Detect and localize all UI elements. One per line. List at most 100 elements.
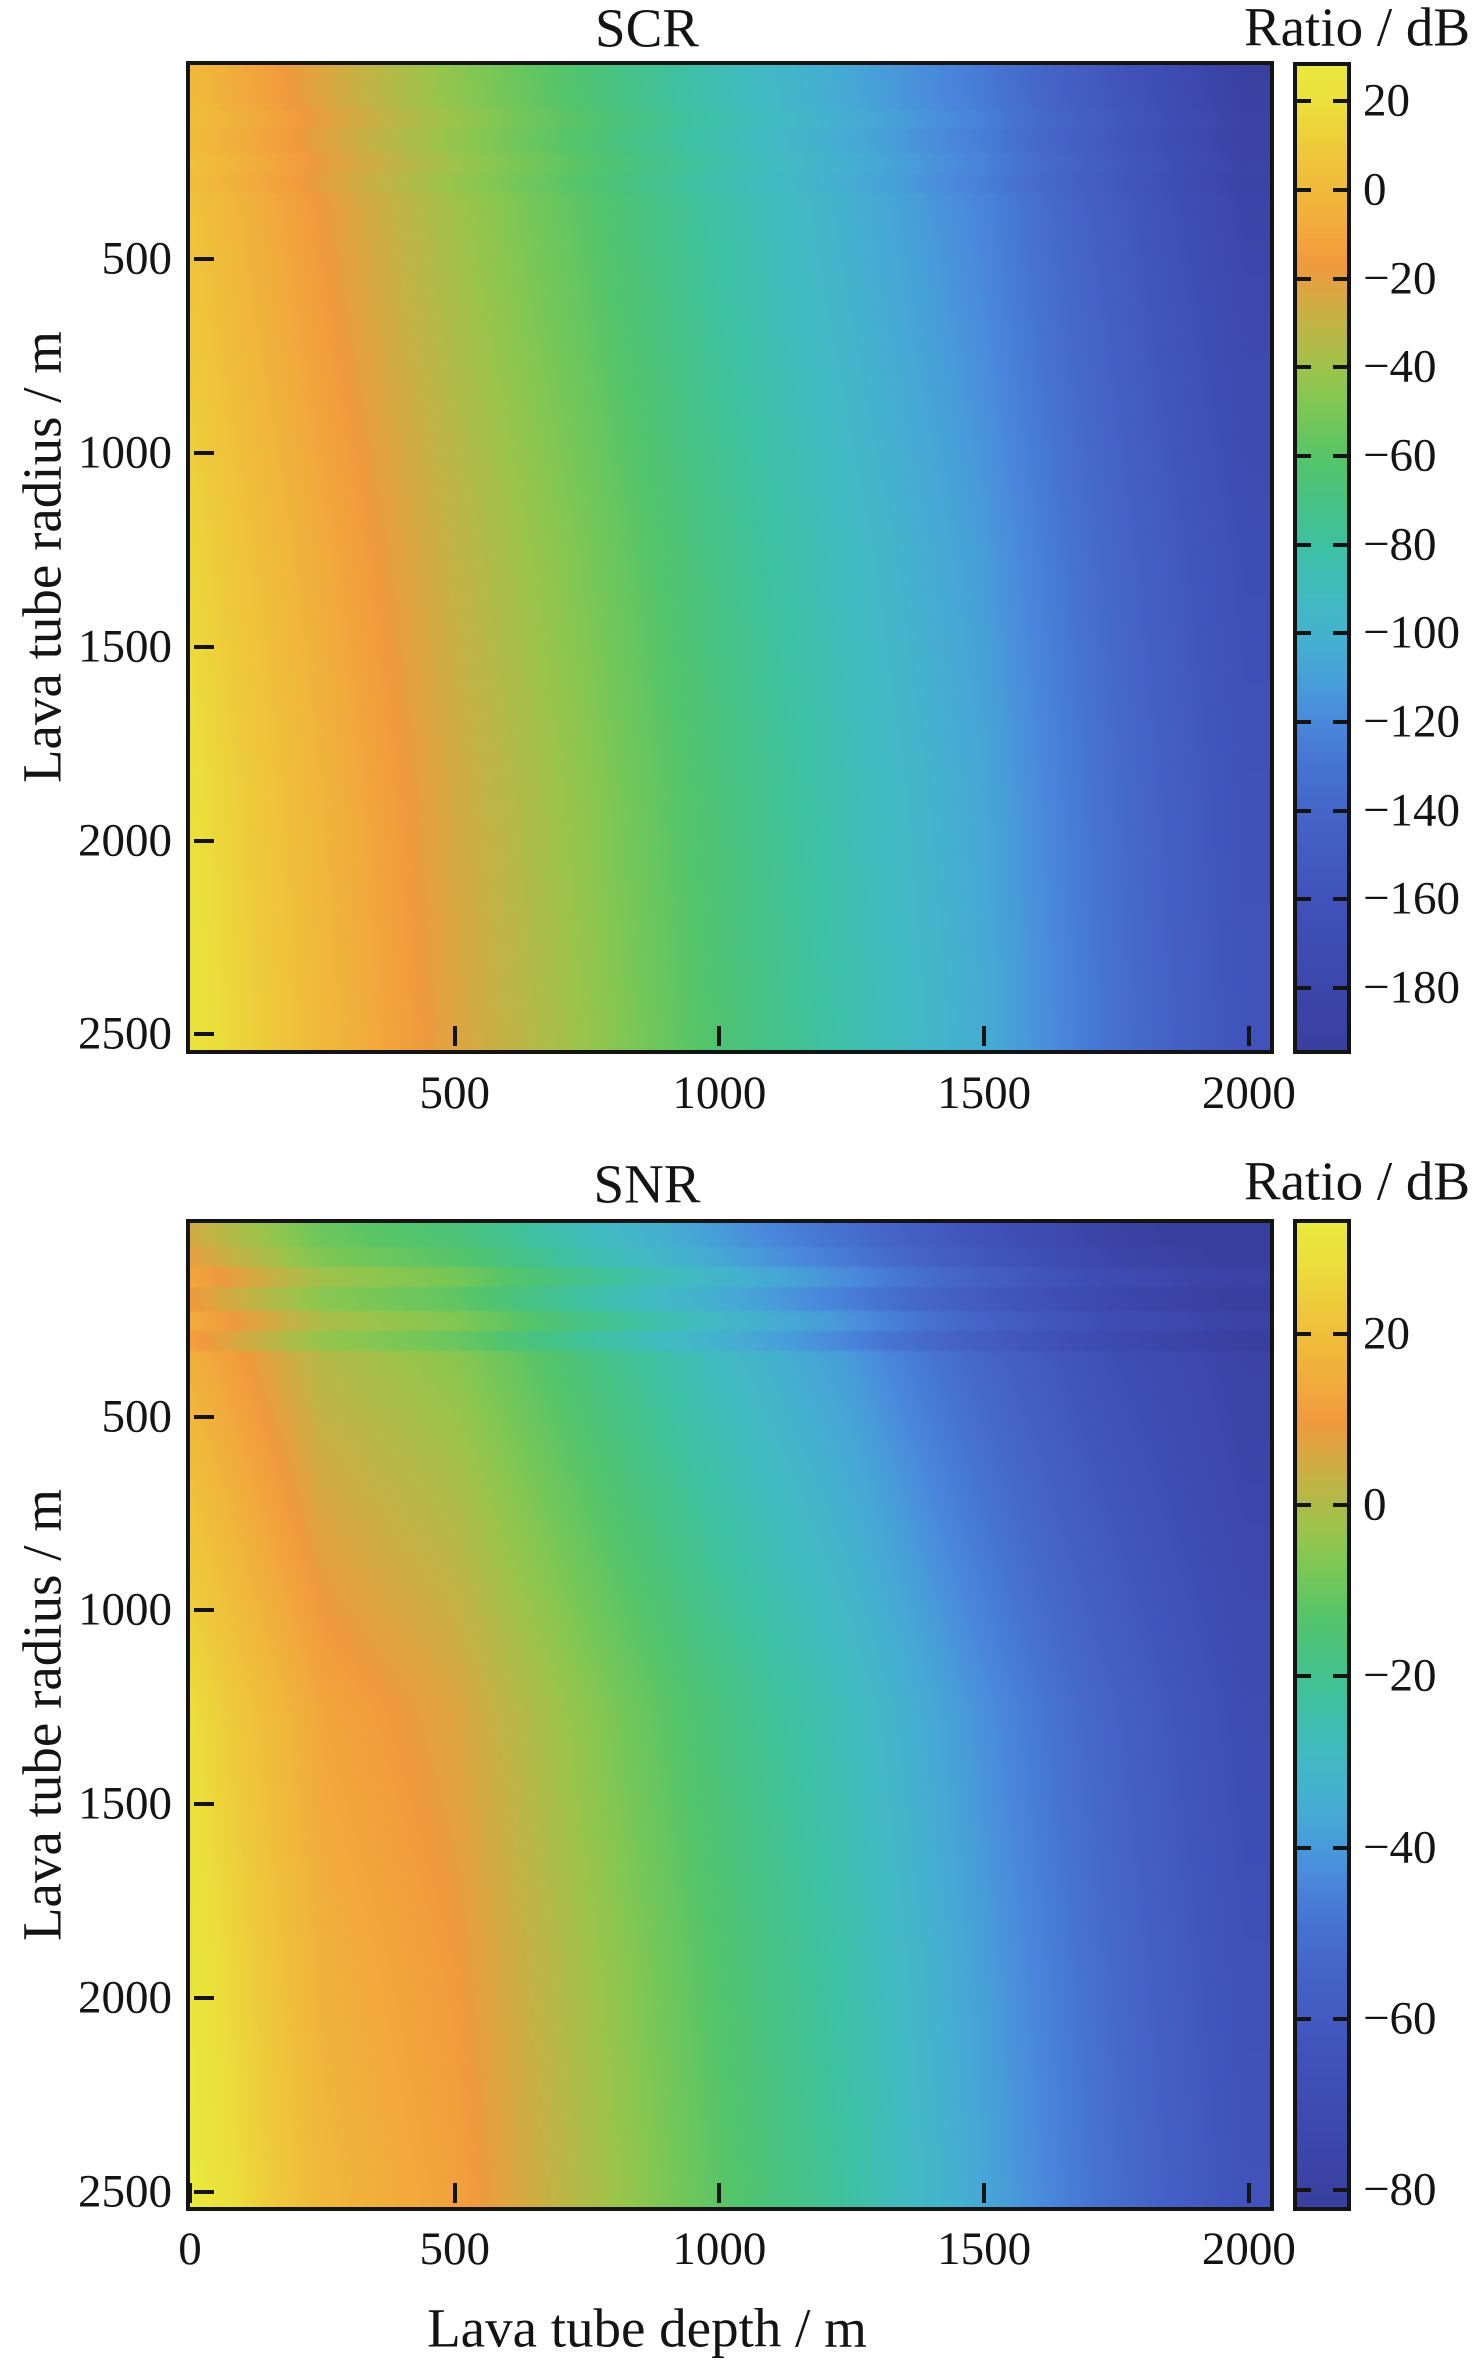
scr-y-tick: [194, 838, 214, 843]
snr-x-tick-label: 1000: [672, 2223, 767, 2275]
scr-colorbar-tick: [1333, 99, 1347, 104]
scr-colorbar-tick: [1333, 985, 1347, 990]
snr-y-tick-label: 500: [101, 1390, 173, 1443]
scr-x-tick-label: 1500: [937, 1067, 1032, 1119]
snr-colorbar-tick: [1333, 1503, 1347, 1508]
snr-colorbar-tick: [1333, 1674, 1347, 1679]
scr-colorbar-tick: [1333, 897, 1347, 902]
scr-y-tick: [194, 1032, 214, 1037]
scr-x-tick-label: 1000: [672, 1067, 767, 1119]
scr-colorbar-tick: [1297, 808, 1311, 813]
scr-colorbar-tick-label: −40: [1363, 340, 1437, 393]
scr-colorbar-tick: [1297, 188, 1311, 193]
snr-colorbar-tick: [1333, 1845, 1347, 1850]
scr-x-tick-label: 2000: [1201, 1067, 1296, 1119]
snr-y-tick: [194, 1802, 214, 1807]
snr-x-tick-label: 2000: [1201, 2223, 1296, 2275]
snr-y-tick-label: 2500: [78, 2165, 172, 2217]
scr-colorbar-tick: [1333, 365, 1347, 370]
scr-colorbar-tick-label: 20: [1363, 74, 1410, 127]
snr-y-axis-label: Lava tube radius / m: [11, 1488, 73, 1942]
scr-colorbar-tick: [1333, 631, 1347, 636]
scr-colorbar-tick-label: −20: [1363, 252, 1437, 305]
scr-colorbar-tick-label: −180: [1363, 961, 1461, 1014]
scr-title: SCR: [595, 0, 699, 59]
scr-colorbar-tick: [1297, 99, 1311, 104]
scr-colorbar-tick: [1297, 454, 1311, 459]
scr-colorbar-tick-label: −120: [1363, 695, 1461, 748]
snr-y-tick-label: 2000: [78, 1971, 172, 2024]
scr-y-tick: [194, 644, 214, 649]
scr-colorbar-tick: [1333, 808, 1347, 813]
scr-y-tick: [194, 256, 214, 261]
scr-colorbar-tick-label: −140: [1363, 784, 1461, 837]
scr-colorbar-tick: [1333, 454, 1347, 459]
snr-colorbar-tick: [1333, 1332, 1347, 1337]
snr-colorbar-tick: [1297, 1332, 1311, 1337]
snr-x-tick-label: 500: [419, 2223, 490, 2275]
scr-colorbar-tick-label: −100: [1363, 606, 1461, 659]
snr-colorbar-tick: [1297, 2187, 1311, 2192]
scr-colorbar-tick: [1297, 720, 1311, 724]
snr-x-tick-label: 1500: [937, 2223, 1032, 2275]
snr-colorbar-tick-label: −60: [1363, 1992, 1437, 2045]
scr-colorbar-tick: [1297, 631, 1311, 636]
snr-colorbar-tick: [1297, 1503, 1311, 1508]
scr-colorbar-tick: [1297, 897, 1311, 902]
scr-colorbar-title: Ratio / dB: [1243, 0, 1471, 58]
snr-colorbar-tick-label: −20: [1363, 1649, 1437, 1702]
scr-x-tick: [717, 1026, 722, 1046]
snr-y-tick-label: 1500: [78, 1777, 172, 1830]
x-axis-label: Lava tube depth / m: [427, 2297, 867, 2359]
snr-colorbar-tick: [1297, 2016, 1311, 2021]
snr-colorbar-tick-label: −40: [1363, 1821, 1437, 1874]
scr-colorbar-tick-label: −160: [1363, 872, 1461, 925]
scr-y-tick-label: 1500: [78, 620, 172, 673]
scr-colorbar-tick: [1333, 720, 1347, 724]
scr-y-tick-label: 2000: [78, 814, 172, 867]
scr-x-tick: [1246, 1026, 1251, 1046]
scr-colorbar-tick: [1333, 276, 1347, 281]
scr-colorbar-tick: [1297, 985, 1311, 990]
snr-colorbar-tick-label: 0: [1363, 1478, 1387, 1531]
scr-x-tick: [982, 1026, 987, 1046]
scr-x-tick-label: 500: [419, 1067, 490, 1119]
scr-colorbar-tick: [1297, 276, 1311, 281]
scr-colorbar-canvas: [1297, 66, 1347, 1050]
snr-y-tick-label: 1000: [78, 1583, 172, 1636]
snr-y-tick: [194, 1995, 214, 2000]
snr-title: SNR: [593, 1153, 701, 1215]
snr-x-tick: [452, 2183, 457, 2203]
snr-heatmap-canvas: [190, 1223, 1270, 2207]
snr-x-tick: [1246, 2183, 1251, 2203]
scr-y-tick-label: 500: [101, 232, 173, 285]
scr-heatmap-canvas: [190, 65, 1270, 1050]
snr-x-tick: [188, 2183, 192, 2203]
snr-colorbar-tick: [1333, 2016, 1347, 2021]
snr-y-tick: [194, 2189, 214, 2194]
scr-x-tick: [452, 1026, 457, 1046]
scr-y-tick-label: 1000: [78, 426, 172, 479]
snr-colorbar-tick: [1297, 1845, 1311, 1850]
scr-y-tick-label: 2500: [78, 1007, 172, 1060]
snr-x-tick-label: 0: [178, 2223, 202, 2275]
snr-colorbar-title: Ratio / dB: [1243, 1150, 1471, 1212]
snr-y-tick: [194, 1608, 214, 1613]
scr-y-axis-label: Lava tube radius / m: [11, 330, 73, 784]
snr-y-tick: [194, 1414, 214, 1419]
scr-colorbar-tick: [1297, 365, 1311, 370]
snr-colorbar-tick: [1333, 2187, 1347, 2192]
scr-colorbar-tick-label: 0: [1363, 163, 1387, 216]
snr-colorbar-tick-label: 20: [1363, 1307, 1410, 1360]
scr-colorbar-tick: [1333, 542, 1347, 547]
snr-x-tick: [982, 2183, 987, 2203]
scr-colorbar-tick: [1297, 542, 1311, 547]
scr-colorbar-tick: [1333, 188, 1347, 193]
scr-colorbar-tick-label: −80: [1363, 518, 1437, 571]
scr-y-tick: [194, 450, 214, 455]
snr-colorbar-canvas: [1297, 1223, 1347, 2207]
snr-colorbar-tick-label: −80: [1363, 2163, 1437, 2216]
scr-colorbar-tick-label: −60: [1363, 429, 1437, 482]
snr-colorbar-tick: [1297, 1674, 1311, 1679]
